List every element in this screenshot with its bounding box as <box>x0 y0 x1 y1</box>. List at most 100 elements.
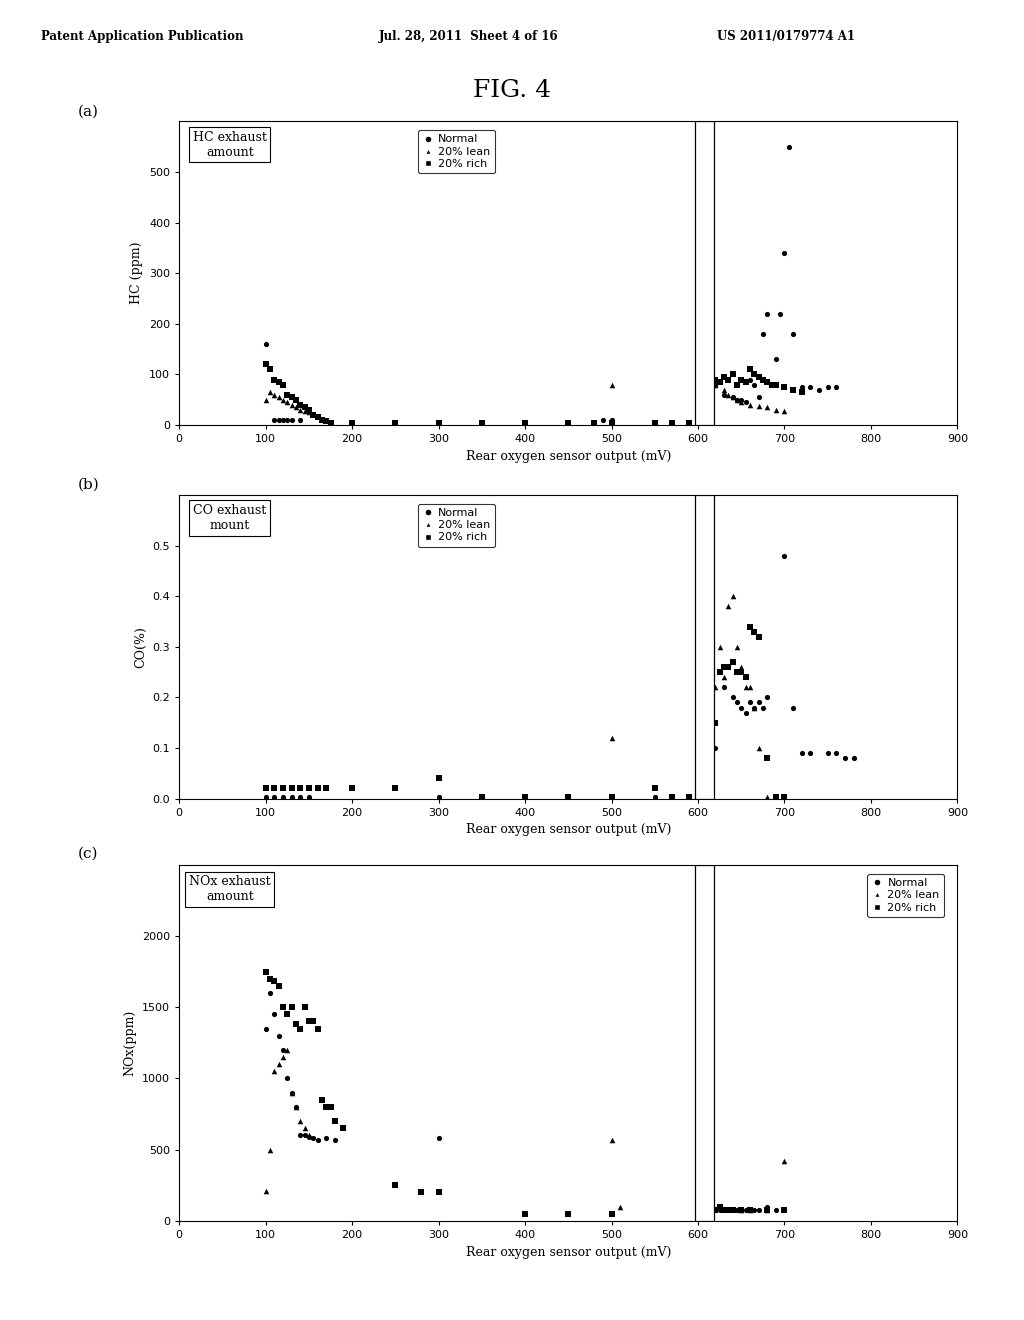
Point <box>313 409 330 430</box>
Point <box>288 397 304 418</box>
Point <box>301 1125 317 1146</box>
Point <box>612 1196 629 1217</box>
Point <box>296 397 312 418</box>
Point <box>266 1061 283 1082</box>
Text: FIG. 4: FIG. 4 <box>473 79 551 102</box>
Point <box>741 1199 758 1220</box>
Point <box>724 1199 740 1220</box>
Point <box>741 1199 758 1220</box>
Point <box>751 626 767 647</box>
Point <box>430 787 446 808</box>
Point <box>724 686 740 708</box>
Point <box>318 777 335 799</box>
Point <box>681 787 697 808</box>
X-axis label: Rear oxygen sensor output (mV): Rear oxygen sensor output (mV) <box>466 450 671 462</box>
Point <box>274 787 291 808</box>
Point <box>724 586 740 607</box>
Point <box>716 379 732 400</box>
Point <box>776 243 793 264</box>
Bar <box>695 865 715 1221</box>
Point <box>274 1039 291 1060</box>
Point <box>751 367 767 388</box>
Point <box>768 787 784 808</box>
Point <box>262 968 279 989</box>
Point <box>772 304 788 325</box>
Point <box>751 738 767 759</box>
Point <box>603 787 620 808</box>
Point <box>323 412 339 433</box>
Point <box>344 412 360 433</box>
Point <box>712 1196 728 1217</box>
Y-axis label: CO(%): CO(%) <box>134 626 146 668</box>
Point <box>274 409 291 430</box>
Point <box>284 1082 300 1104</box>
Point <box>664 787 680 808</box>
Point <box>759 1199 775 1220</box>
Point <box>733 656 750 677</box>
Point <box>729 692 745 713</box>
Point <box>751 395 767 416</box>
Point <box>729 1199 745 1220</box>
Point <box>274 777 291 799</box>
Point <box>741 395 758 416</box>
Point <box>716 1199 732 1220</box>
Point <box>712 636 728 657</box>
Point <box>724 364 740 385</box>
Point <box>274 787 291 808</box>
Point <box>284 387 300 408</box>
Y-axis label: HC (ppm): HC (ppm) <box>130 242 143 305</box>
Point <box>262 359 279 380</box>
Point <box>712 661 728 682</box>
Point <box>776 1151 793 1172</box>
Point <box>716 367 732 388</box>
Point <box>698 1150 715 1171</box>
Point <box>708 374 724 395</box>
Point <box>729 374 745 395</box>
Point <box>284 409 300 430</box>
Point <box>266 384 283 405</box>
Point <box>759 747 775 768</box>
Point <box>708 1199 724 1220</box>
Point <box>284 1082 300 1104</box>
Point <box>763 374 779 395</box>
Point <box>292 1018 308 1039</box>
Point <box>430 1181 446 1203</box>
Point <box>387 1175 403 1196</box>
Point <box>292 787 308 808</box>
Point <box>698 747 715 768</box>
Point <box>270 1053 287 1074</box>
Point <box>768 399 784 420</box>
Point <box>266 777 283 799</box>
Point <box>301 787 317 808</box>
Point <box>716 677 732 698</box>
Point <box>280 1068 296 1089</box>
Point <box>741 616 758 638</box>
Point <box>737 1199 754 1220</box>
Legend: Normal, 20% lean, 20% rich: Normal, 20% lean, 20% rich <box>418 131 495 173</box>
Point <box>284 395 300 416</box>
Point <box>301 787 317 808</box>
Point <box>724 652 740 673</box>
Point <box>288 1014 304 1035</box>
Point <box>646 777 663 799</box>
Point <box>292 787 308 808</box>
Point <box>270 409 287 430</box>
Text: CO exhaust
mount: CO exhaust mount <box>194 504 266 532</box>
Point <box>301 777 317 799</box>
Point <box>755 368 771 391</box>
Point <box>776 1199 793 1220</box>
Point <box>560 412 577 433</box>
Point <box>262 381 279 403</box>
Point <box>776 376 793 397</box>
Point <box>288 1097 304 1118</box>
Point <box>327 1129 343 1150</box>
Point <box>288 1097 304 1118</box>
Point <box>560 787 577 808</box>
Point <box>274 997 291 1018</box>
Point <box>733 392 750 413</box>
Point <box>708 1199 724 1220</box>
Point <box>517 412 534 433</box>
Point <box>694 1189 711 1210</box>
Point <box>309 1129 326 1150</box>
Point <box>708 677 724 698</box>
